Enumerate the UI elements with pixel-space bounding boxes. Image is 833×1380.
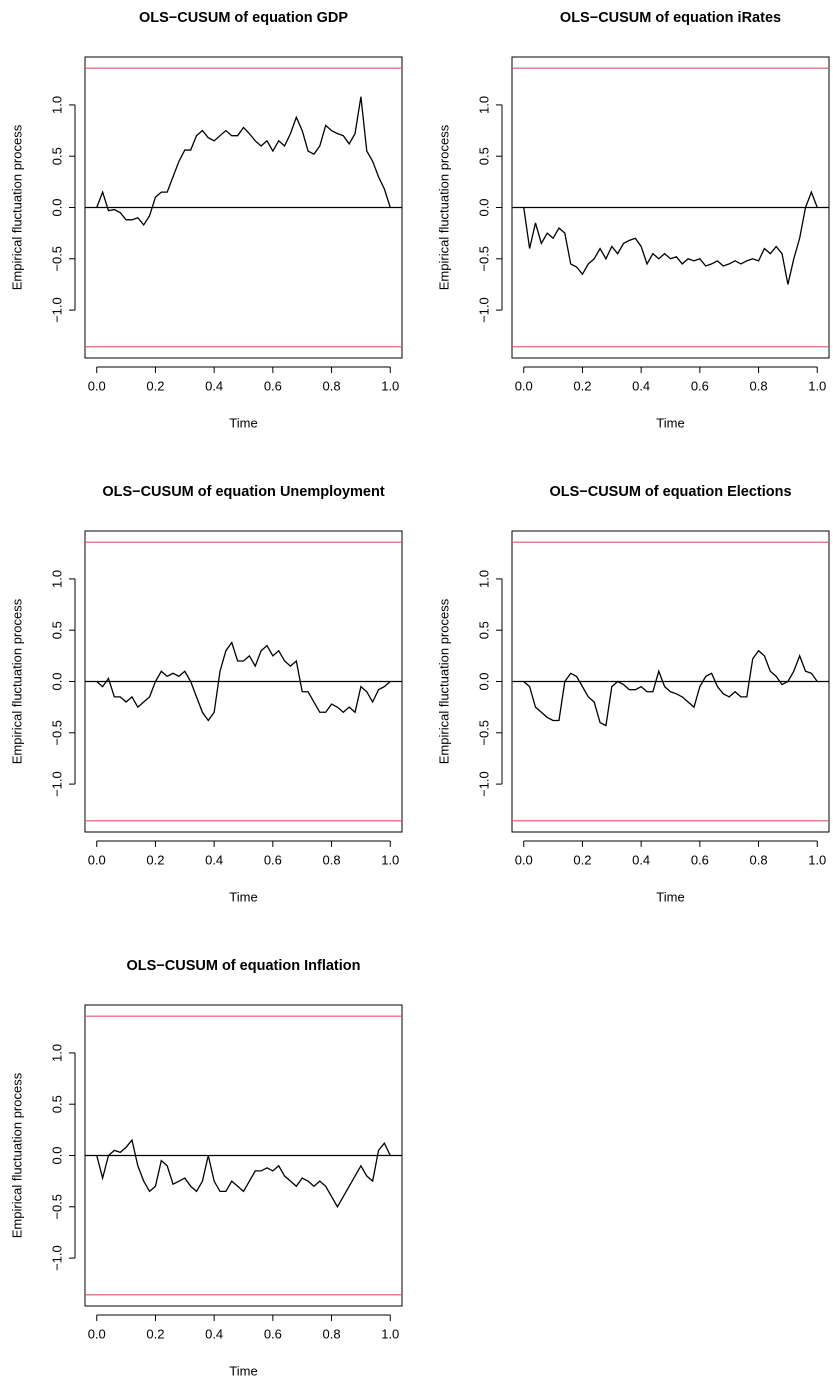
x-tick-label: 0.0 <box>88 852 106 867</box>
y-axis-label: Empirical fluctuation process <box>9 124 24 290</box>
x-tick-label: 0.2 <box>146 1326 164 1341</box>
y-tick-label: −1.0 <box>476 297 491 323</box>
panel: OLS−CUSUM of equation GDP Time Empirical f… <box>9 10 403 430</box>
y-tick-label: −0.5 <box>49 720 64 746</box>
cusum-line <box>96 1138 391 1209</box>
y-tick-label: −0.5 <box>476 720 491 746</box>
y-tick-label: −1.0 <box>49 1245 64 1271</box>
x-tick-label: 0.6 <box>264 1326 282 1341</box>
y-tick-label: 0.0 <box>476 198 491 216</box>
x-tick-label: 0.4 <box>632 378 650 393</box>
y-tick-label: −1.0 <box>49 771 64 797</box>
x-axis-label: Time <box>229 889 257 904</box>
x-axis-label: Time <box>229 1363 257 1378</box>
x-tick-label: 0.0 <box>515 852 533 867</box>
cusum-line <box>96 96 391 227</box>
x-tick-label: 0.6 <box>264 378 282 393</box>
y-tick-label: 0.5 <box>49 147 64 165</box>
x-tick-label: 0.4 <box>205 1326 223 1341</box>
x-tick-label: 0.0 <box>515 378 533 393</box>
x-tick-label: 0.2 <box>146 378 164 393</box>
y-tick-label: 0.0 <box>49 1146 64 1164</box>
y-tick-label: 1.0 <box>49 570 64 588</box>
x-tick-label: 0.0 <box>88 378 106 393</box>
x-tick-label: 0.2 <box>146 852 164 867</box>
x-tick-label: 0.6 <box>691 378 709 393</box>
x-axis-label: Time <box>656 415 684 430</box>
y-tick-label: 0.0 <box>49 672 64 690</box>
x-axis-label: Time <box>656 889 684 904</box>
y-tick-label: −0.5 <box>49 1194 64 1220</box>
y-axis-label: Empirical fluctuation process <box>9 1072 24 1238</box>
y-tick-label: −1.0 <box>476 771 491 797</box>
y-tick-label: −0.5 <box>476 246 491 272</box>
x-tick-label: 1.0 <box>381 1326 399 1341</box>
x-tick-label: 0.6 <box>264 852 282 867</box>
x-tick-label: 0.4 <box>205 852 223 867</box>
x-tick-label: 0.8 <box>323 852 341 867</box>
cusum-line <box>523 190 818 285</box>
y-tick-label: 0.5 <box>49 1095 64 1113</box>
x-tick-label: 1.0 <box>808 852 826 867</box>
y-tick-label: 0.5 <box>49 621 64 639</box>
y-tick-label: 0.5 <box>476 621 491 639</box>
y-tick-label: 1.0 <box>49 1044 64 1062</box>
panel: OLS−CUSUM of equation iRates Time Empirica… <box>436 10 830 430</box>
chart-title: OLS−CUSUM of equation Inflation <box>126 958 360 974</box>
chart-title: OLS−CUSUM of equation Unemployment <box>102 484 385 500</box>
y-axis-label: Empirical fluctuation process <box>436 598 451 764</box>
x-tick-label: 0.0 <box>88 1326 106 1341</box>
y-tick-label: 1.0 <box>476 570 491 588</box>
x-tick-label: 0.8 <box>750 852 768 867</box>
x-tick-label: 0.4 <box>205 378 223 393</box>
panel: OLS−CUSUM of equation Unemployment Time Em… <box>9 484 403 904</box>
y-tick-label: 1.0 <box>476 96 491 114</box>
y-axis-label: Empirical fluctuation process <box>436 124 451 290</box>
cusum-line <box>523 649 818 727</box>
x-tick-label: 0.4 <box>632 852 650 867</box>
y-tick-label: 0.5 <box>476 147 491 165</box>
y-tick-label: −1.0 <box>49 297 64 323</box>
x-tick-label: 0.2 <box>573 852 591 867</box>
y-tick-label: 0.0 <box>49 198 64 216</box>
panel: OLS−CUSUM of equation Elections Time Empir… <box>436 484 830 904</box>
chart-title: OLS−CUSUM of equation GDP <box>139 10 348 26</box>
panel: OLS−CUSUM of equation Inflation Time Empir… <box>9 958 403 1378</box>
x-tick-label: 0.8 <box>323 1326 341 1341</box>
x-tick-label: 0.2 <box>573 378 591 393</box>
chart-title: OLS−CUSUM of equation Elections <box>549 484 791 500</box>
chart-title: OLS−CUSUM of equation iRates <box>560 10 781 26</box>
x-tick-label: 0.6 <box>691 852 709 867</box>
cusum-line <box>96 641 391 722</box>
x-tick-label: 0.8 <box>750 378 768 393</box>
y-tick-label: 1.0 <box>49 96 64 114</box>
x-tick-label: 1.0 <box>381 852 399 867</box>
x-axis-label: Time <box>229 415 257 430</box>
x-tick-label: 0.8 <box>323 378 341 393</box>
x-tick-label: 1.0 <box>381 378 399 393</box>
y-tick-label: −0.5 <box>49 246 64 272</box>
y-axis-label: Empirical fluctuation process <box>9 598 24 764</box>
y-tick-label: 0.0 <box>476 672 491 690</box>
x-tick-label: 1.0 <box>808 378 826 393</box>
